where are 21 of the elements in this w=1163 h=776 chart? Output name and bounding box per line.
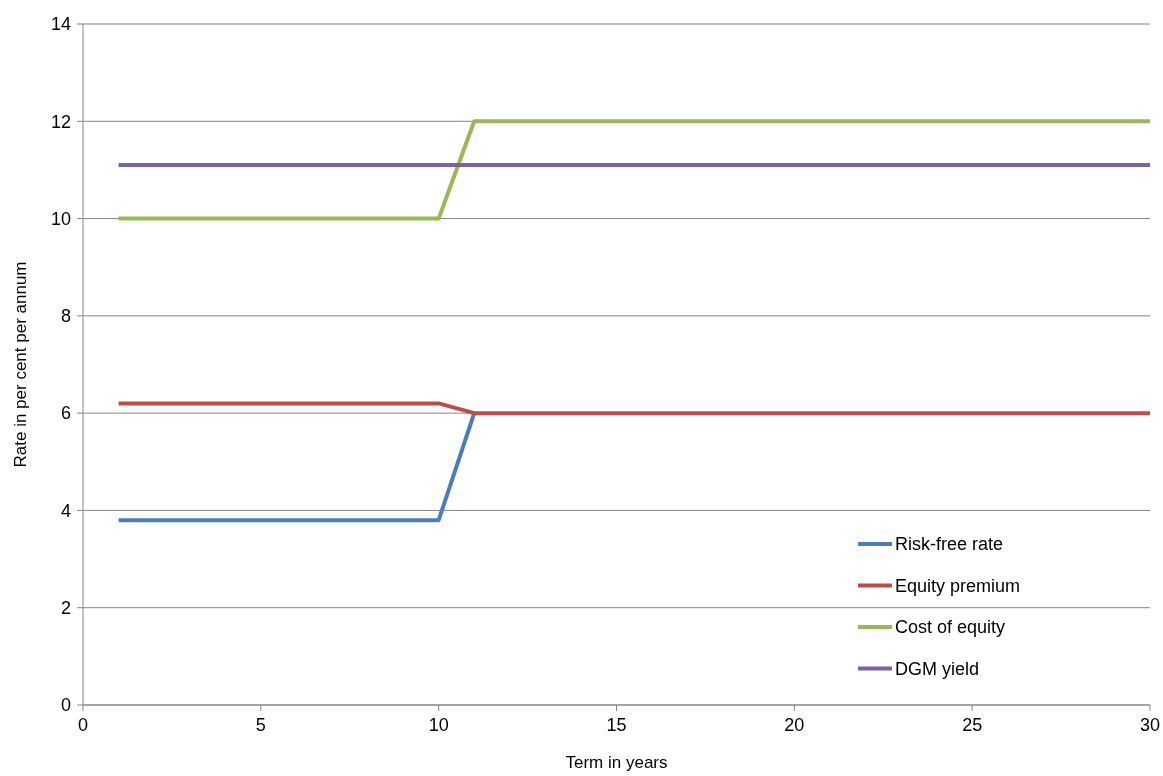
- y-tick-label: 2: [60, 598, 71, 619]
- x-tick-label: 25: [962, 715, 983, 735]
- x-axis-title: Term in years: [565, 753, 668, 772]
- legend-label: Cost of equity: [895, 617, 1006, 638]
- y-tick-label: 4: [60, 500, 71, 521]
- x-tick-label: 5: [255, 715, 266, 735]
- x-tick-label: 20: [784, 715, 805, 735]
- y-tick-label: 12: [50, 111, 71, 132]
- x-tick-label: 0: [77, 715, 89, 735]
- y-tick-label: 8: [60, 306, 71, 327]
- y-axis-title: Rate in per cent per annum: [11, 261, 30, 468]
- x-tick-label: 15: [606, 715, 627, 735]
- x-tick-label: 30: [1139, 715, 1161, 735]
- legend-label: Risk-free rate: [895, 534, 1004, 555]
- y-tick-label: 10: [50, 208, 71, 229]
- legend-label: DGM yield: [895, 658, 980, 679]
- x-tick-label: 10: [428, 715, 449, 735]
- y-tick-label: 0: [60, 695, 71, 716]
- legend-label: Equity premium: [895, 575, 1021, 596]
- y-tick-label: 6: [60, 403, 71, 424]
- y-tick-label: 14: [50, 14, 71, 35]
